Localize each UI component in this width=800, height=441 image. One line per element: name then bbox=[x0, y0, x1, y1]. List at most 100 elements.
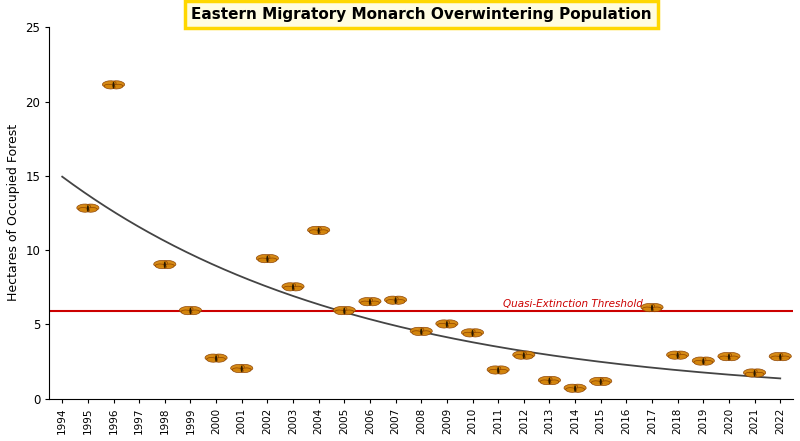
Ellipse shape bbox=[590, 377, 603, 384]
Ellipse shape bbox=[642, 307, 654, 312]
Ellipse shape bbox=[719, 356, 730, 361]
Ellipse shape bbox=[538, 377, 552, 383]
Ellipse shape bbox=[778, 352, 791, 359]
Ellipse shape bbox=[754, 370, 756, 377]
Ellipse shape bbox=[694, 360, 705, 365]
Ellipse shape bbox=[752, 369, 766, 375]
Ellipse shape bbox=[599, 381, 610, 385]
Ellipse shape bbox=[342, 310, 354, 315]
Ellipse shape bbox=[675, 351, 689, 358]
Ellipse shape bbox=[367, 298, 381, 304]
Ellipse shape bbox=[701, 357, 714, 363]
Ellipse shape bbox=[446, 321, 448, 328]
Ellipse shape bbox=[566, 388, 577, 392]
Ellipse shape bbox=[112, 84, 123, 89]
Ellipse shape bbox=[335, 310, 346, 315]
Ellipse shape bbox=[310, 230, 320, 235]
Ellipse shape bbox=[548, 380, 559, 385]
Ellipse shape bbox=[266, 258, 277, 263]
Ellipse shape bbox=[420, 329, 422, 335]
Ellipse shape bbox=[718, 352, 731, 359]
Ellipse shape bbox=[188, 306, 202, 313]
Ellipse shape bbox=[316, 226, 330, 233]
Ellipse shape bbox=[677, 352, 678, 359]
Ellipse shape bbox=[394, 297, 397, 304]
Ellipse shape bbox=[189, 310, 200, 315]
Ellipse shape bbox=[436, 320, 450, 326]
Ellipse shape bbox=[86, 204, 99, 210]
Ellipse shape bbox=[113, 82, 114, 89]
Ellipse shape bbox=[87, 205, 89, 212]
Ellipse shape bbox=[410, 327, 424, 334]
Ellipse shape bbox=[676, 355, 687, 359]
Ellipse shape bbox=[214, 354, 227, 360]
Ellipse shape bbox=[419, 331, 430, 336]
Ellipse shape bbox=[78, 208, 90, 212]
Ellipse shape bbox=[564, 384, 578, 391]
Ellipse shape bbox=[307, 226, 322, 233]
Ellipse shape bbox=[258, 258, 269, 263]
Ellipse shape bbox=[290, 283, 304, 289]
Ellipse shape bbox=[743, 369, 758, 375]
Ellipse shape bbox=[728, 354, 730, 360]
Ellipse shape bbox=[651, 305, 653, 311]
Ellipse shape bbox=[266, 256, 269, 262]
Ellipse shape bbox=[111, 81, 125, 87]
Ellipse shape bbox=[692, 357, 706, 363]
Ellipse shape bbox=[769, 352, 783, 359]
Ellipse shape bbox=[359, 298, 373, 304]
Ellipse shape bbox=[641, 303, 654, 310]
Ellipse shape bbox=[77, 204, 90, 210]
Ellipse shape bbox=[317, 230, 328, 235]
Ellipse shape bbox=[232, 368, 243, 373]
Ellipse shape bbox=[240, 368, 251, 373]
Ellipse shape bbox=[540, 380, 551, 385]
Ellipse shape bbox=[471, 330, 474, 336]
Ellipse shape bbox=[394, 299, 405, 304]
Ellipse shape bbox=[668, 355, 679, 359]
Ellipse shape bbox=[702, 358, 704, 365]
Ellipse shape bbox=[256, 254, 270, 261]
Ellipse shape bbox=[386, 299, 398, 304]
Ellipse shape bbox=[650, 303, 663, 310]
Ellipse shape bbox=[162, 261, 176, 267]
Ellipse shape bbox=[292, 284, 294, 291]
Ellipse shape bbox=[522, 352, 525, 359]
Ellipse shape bbox=[778, 356, 790, 361]
Ellipse shape bbox=[727, 356, 738, 361]
Ellipse shape bbox=[205, 354, 218, 360]
Ellipse shape bbox=[495, 366, 510, 372]
Ellipse shape bbox=[522, 355, 534, 359]
Ellipse shape bbox=[368, 301, 379, 306]
Ellipse shape bbox=[745, 372, 756, 377]
Ellipse shape bbox=[214, 358, 226, 362]
Ellipse shape bbox=[283, 286, 294, 291]
Ellipse shape bbox=[726, 352, 740, 359]
Ellipse shape bbox=[343, 308, 346, 314]
Ellipse shape bbox=[548, 377, 550, 384]
Ellipse shape bbox=[181, 310, 192, 315]
Ellipse shape bbox=[215, 355, 217, 362]
Ellipse shape bbox=[513, 351, 526, 358]
Text: Quasi-Extinction Threshold: Quasi-Extinction Threshold bbox=[503, 299, 643, 309]
Ellipse shape bbox=[462, 329, 475, 335]
Ellipse shape bbox=[463, 332, 474, 337]
Ellipse shape bbox=[164, 262, 166, 268]
Ellipse shape bbox=[547, 377, 561, 383]
Ellipse shape bbox=[573, 384, 586, 391]
Ellipse shape bbox=[361, 301, 372, 306]
Ellipse shape bbox=[102, 81, 116, 87]
Ellipse shape bbox=[650, 307, 662, 312]
Ellipse shape bbox=[163, 264, 174, 269]
Ellipse shape bbox=[342, 306, 355, 313]
Ellipse shape bbox=[179, 306, 193, 313]
Ellipse shape bbox=[393, 296, 406, 303]
Ellipse shape bbox=[190, 308, 191, 314]
Ellipse shape bbox=[470, 329, 484, 335]
Ellipse shape bbox=[385, 296, 398, 303]
Ellipse shape bbox=[598, 377, 612, 384]
Ellipse shape bbox=[444, 320, 458, 326]
Ellipse shape bbox=[574, 388, 585, 392]
Ellipse shape bbox=[487, 366, 501, 372]
Ellipse shape bbox=[753, 372, 764, 377]
